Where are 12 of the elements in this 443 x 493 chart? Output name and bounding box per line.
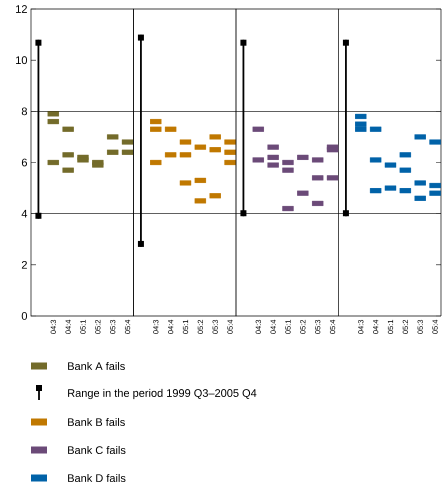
y-tick-label: 12 [16, 5, 27, 13]
legend-label: Bank C fails [68, 446, 126, 454]
legend-label: Bank A fails [68, 362, 125, 370]
y-tick-label: 0 [22, 312, 28, 320]
y-tick-label: 4 [22, 210, 28, 218]
y-tick-label: 2 [22, 261, 27, 269]
legend-label: Bank B fails [68, 418, 125, 426]
y-tick-label: 8 [22, 107, 27, 116]
legend-label: Bank D fails [68, 474, 126, 482]
y-tick-label: 10 [16, 56, 28, 64]
y-tick-label: 6 [22, 158, 27, 166]
legend-label: Range in the period 1999 Q3–2005 Q4 [68, 388, 256, 400]
